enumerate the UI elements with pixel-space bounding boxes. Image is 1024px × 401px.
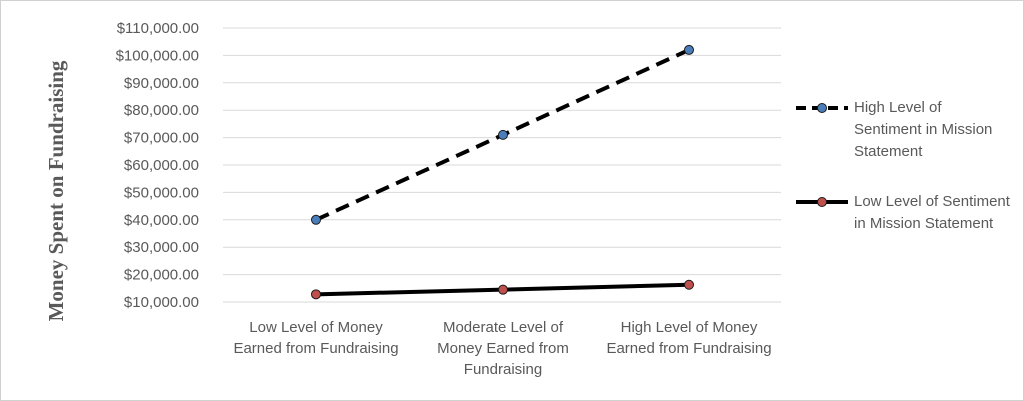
- legend-label-0: High Level of Sentiment in Mission Stateme…: [854, 99, 992, 160]
- x-category-label: Moderate Level of Money Earned from Fundra…: [437, 319, 569, 378]
- x-category-label-line: High Level of Money: [621, 319, 758, 336]
- y-tick-label: $60,000.00: [124, 157, 199, 174]
- x-category-label-line: Money Earned from: [437, 340, 569, 357]
- y-tick-label: $80,000.00: [124, 102, 199, 119]
- data-point: [684, 279, 694, 290]
- y-tick-label: $70,000.00: [124, 130, 199, 147]
- data-point: [311, 214, 321, 225]
- y-tick-label: $50,000.00: [124, 184, 199, 201]
- data-point: [498, 284, 508, 295]
- legend-label-line: Statement: [854, 143, 923, 160]
- data-point: [498, 129, 508, 140]
- legend-marker-0: [817, 103, 827, 113]
- legend-label-line: Low Level of Sentiment: [854, 193, 1011, 210]
- data-point: [311, 289, 321, 300]
- x-category-label-line: Earned from Fundraising: [233, 340, 398, 357]
- x-category-label-line: Moderate Level of: [443, 319, 564, 336]
- x-category-label: High Level of Money Earned from Fundraisi…: [606, 319, 771, 357]
- y-tick-label: $90,000.00: [124, 75, 199, 92]
- legend-label-line: in Mission Statement: [854, 215, 994, 232]
- x-category-label: Low Level of Money Earned from Fundraisin…: [233, 319, 398, 357]
- legend-label-line: High Level of: [854, 99, 942, 116]
- legend-marker-1: [817, 197, 827, 207]
- x-category-label-line: Low Level of Money: [249, 319, 383, 336]
- y-tick-label: $110,000.00: [117, 20, 199, 37]
- x-category-label-line: Fundraising: [464, 361, 542, 378]
- legend-label-1: Low Level of Sentiment in Mission Stateme…: [854, 193, 1011, 232]
- legend-label-line: Sentiment in Mission: [854, 121, 992, 138]
- x-category-label-line: Earned from Fundraising: [606, 340, 771, 357]
- data-point: [684, 44, 694, 55]
- y-tick-label: $100,000.00: [116, 47, 199, 64]
- y-tick-label: $20,000.00: [124, 267, 199, 284]
- y-axis-title: Money Spent on Fundraising: [44, 60, 68, 321]
- y-tick-label: $10,000.00: [124, 294, 199, 311]
- y-tick-label: $40,000.00: [124, 212, 199, 229]
- y-tick-label: $30,000.00: [124, 239, 199, 256]
